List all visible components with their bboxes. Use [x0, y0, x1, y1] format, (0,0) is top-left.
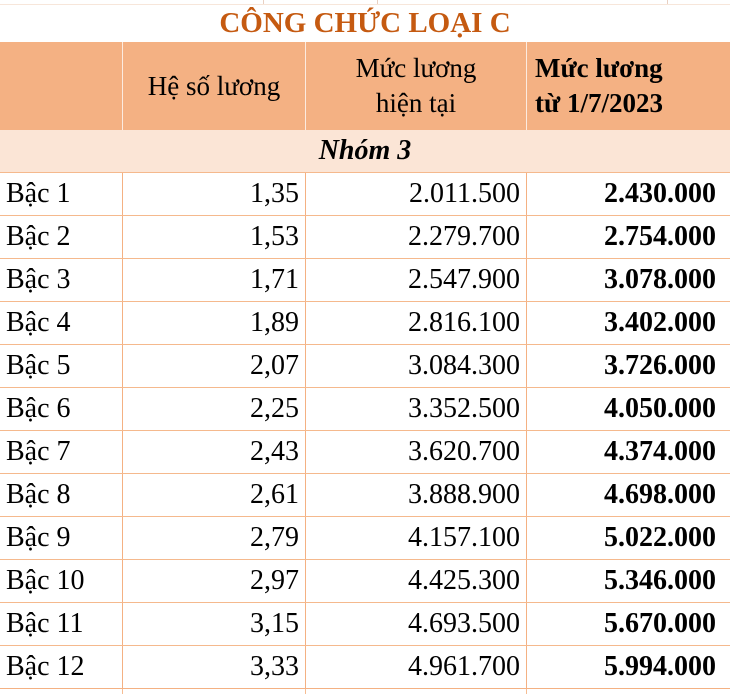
table-row: Bậc 4 1,89 2.816.100 3.402.000: [0, 301, 730, 344]
new-salary-cell: 2.430.000: [526, 173, 730, 215]
coefficient-cell: 2,43: [122, 431, 305, 473]
table-row: Bậc 10 2,97 4.425.300 5.346.000: [0, 559, 730, 602]
level-cell: Bậc 3: [6, 264, 71, 295]
header-label-coefficient: Hệ số lương: [147, 70, 281, 101]
new-salary-cell: 4.050.000: [526, 388, 730, 430]
current-salary-cell: 4.425.300: [305, 560, 526, 602]
level-cell: Bậc 4: [6, 307, 71, 338]
table-row: Bậc 9 2,79 4.157.100 5.022.000: [0, 516, 730, 559]
new-salary-cell: 3.078.000: [526, 259, 730, 301]
grid-line: [667, 0, 668, 4]
header-label-current-line1: Mức lương: [355, 53, 477, 84]
header-cell-current-salary: Mức lương hiện tại: [305, 42, 526, 130]
grid-line: [526, 689, 527, 694]
coefficient-cell: 1,71: [122, 259, 305, 301]
grid-line: [377, 0, 378, 4]
level-cell: Bậc 11: [6, 608, 84, 639]
new-salary-cell: 5.022.000: [526, 517, 730, 559]
table-row: Bậc 2 1,53 2.279.700 2.754.000: [0, 215, 730, 258]
coefficient-cell: 2,97: [122, 560, 305, 602]
header-label-new-line1: Mức lương: [535, 53, 663, 84]
grid-line: [122, 689, 123, 694]
coefficient-cell: 2,61: [122, 474, 305, 516]
level-cell: Bậc 12: [6, 651, 85, 682]
header-cell-empty: [0, 42, 122, 130]
current-salary-cell: 3.352.500: [305, 388, 526, 430]
coefficient-cell: 2,79: [122, 517, 305, 559]
grid-line: [263, 0, 264, 4]
current-salary-cell: 3.084.300: [305, 345, 526, 387]
table-row: Bậc 1 1,35 2.011.500 2.430.000: [0, 172, 730, 215]
current-salary-cell: 2.816.100: [305, 302, 526, 344]
level-cell: Bậc 7: [6, 436, 71, 467]
new-salary-cell: 5.346.000: [526, 560, 730, 602]
table-row: Bậc 11 3,15 4.693.500 5.670.000: [0, 602, 730, 645]
coefficient-cell: 2,25: [122, 388, 305, 430]
header-cell-new-salary: Mức lương từ 1/7/2023: [526, 42, 730, 130]
coefficient-cell: 3,33: [122, 646, 305, 688]
coefficient-cell: 1,89: [122, 302, 305, 344]
level-cell: Bậc 5: [6, 350, 71, 381]
group-label: Nhóm 3: [318, 135, 412, 166]
table-row: Bậc 6 2,25 3.352.500 4.050.000: [0, 387, 730, 430]
table-header-row: Hệ số lương Mức lương hiện tại Mức lương…: [0, 42, 730, 130]
new-salary-cell: 2.754.000: [526, 216, 730, 258]
coefficient-cell: 1,53: [122, 216, 305, 258]
new-salary-cell: 3.402.000: [526, 302, 730, 344]
level-cell: Bậc 10: [6, 565, 85, 596]
new-salary-cell: 4.698.000: [526, 474, 730, 516]
level-cell: Bậc 2: [6, 221, 71, 252]
coefficient-cell: 2,07: [122, 345, 305, 387]
header-label-current-line2: hiện tại: [375, 88, 457, 118]
current-salary-cell: 4.157.100: [305, 517, 526, 559]
table-title: CÔNG CHỨC LOẠI C: [219, 7, 511, 39]
group-row: Nhóm 3: [0, 130, 730, 172]
new-salary-cell: 3.726.000: [526, 345, 730, 387]
header-cell-coefficient: Hệ số lương: [122, 42, 305, 130]
level-cell: Bậc 9: [6, 522, 71, 553]
new-salary-cell: 5.994.000: [526, 646, 730, 688]
level-cell: Bậc 1: [6, 178, 71, 209]
table-row: Bậc 8 2,61 3.888.900 4.698.000: [0, 473, 730, 516]
level-cell: Bậc 8: [6, 479, 71, 510]
header-label-new-line2: từ 1/7/2023: [535, 88, 663, 118]
current-salary-cell: 4.693.500: [305, 603, 526, 645]
top-edge-sliver: [0, 0, 730, 5]
current-salary-cell: 3.620.700: [305, 431, 526, 473]
table-row: Bậc 5 2,07 3.084.300 3.726.000: [0, 344, 730, 387]
current-salary-cell: 2.279.700: [305, 216, 526, 258]
current-salary-cell: 4.961.700: [305, 646, 526, 688]
new-salary-cell: 4.374.000: [526, 431, 730, 473]
coefficient-cell: 3,15: [122, 603, 305, 645]
table-row: Bậc 7 2,43 3.620.700 4.374.000: [0, 430, 730, 473]
table-row: Bậc 3 1,71 2.547.900 3.078.000: [0, 258, 730, 301]
grid-line: [305, 689, 306, 694]
new-salary-cell: 5.670.000: [526, 603, 730, 645]
table-row: Bậc 12 3,33 4.961.700 5.994.000: [0, 645, 730, 688]
current-salary-cell: 3.888.900: [305, 474, 526, 516]
bottom-edge-sliver: [0, 688, 730, 694]
coefficient-cell: 1,35: [122, 173, 305, 215]
table-title-row: CÔNG CHỨC LOẠI C: [0, 5, 730, 42]
current-salary-cell: 2.011.500: [305, 173, 526, 215]
level-cell: Bậc 6: [6, 393, 71, 424]
current-salary-cell: 2.547.900: [305, 259, 526, 301]
